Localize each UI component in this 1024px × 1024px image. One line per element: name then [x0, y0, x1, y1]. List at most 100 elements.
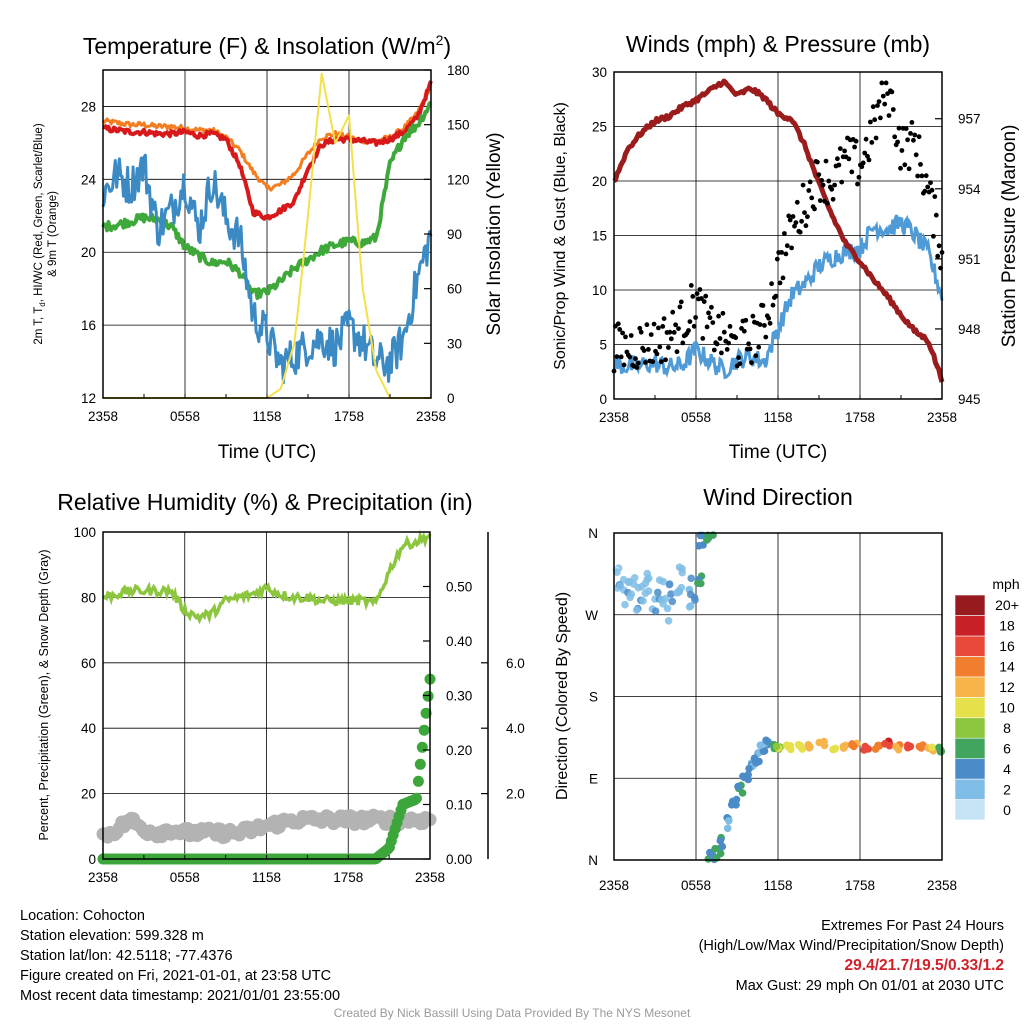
gust-point [756, 344, 762, 350]
extremes-values: 29.4/21.7/19.5/0.33/1.2 [844, 957, 1004, 974]
y-tick-label: 16 [81, 318, 96, 333]
gust-point [866, 157, 872, 163]
gust-point [711, 347, 717, 353]
y-tick-label: 30 [592, 65, 607, 80]
y-tick-label: 10 [592, 283, 607, 298]
y-tick-label: 20 [81, 245, 96, 260]
y2-tick-label: 951 [958, 252, 981, 267]
gust-point [842, 148, 847, 154]
gust-point [925, 184, 931, 190]
gust-point [823, 158, 829, 164]
gust-point [865, 153, 870, 159]
gust-point [883, 80, 889, 86]
colorbar-label: 16 [999, 638, 1015, 654]
direction-point [725, 817, 733, 825]
extremes-subtitle: (High/Low/Max Wind/Precipitation/Snow De… [698, 938, 1004, 954]
credit-text: Created By Nick Bassill Using Data Provi… [333, 1006, 691, 1020]
gust-point [794, 199, 800, 205]
speed-colorbar: 0 2 4 6 8 10 12 14 16 18 20+ [954, 594, 1019, 821]
gust-point [839, 179, 845, 185]
direction-point [632, 606, 641, 614]
direction-point [716, 836, 725, 845]
gust-point [890, 107, 896, 112]
gust-point [766, 315, 772, 321]
gust-point [769, 281, 774, 287]
humidity-series [96, 529, 437, 865]
x-tick-label: 1758 [333, 870, 363, 885]
gust-point [830, 196, 836, 202]
colorbar-swatch [954, 778, 986, 800]
gust-point [688, 283, 694, 288]
direction-point [651, 607, 660, 615]
direction-point [755, 757, 763, 766]
gust-point [633, 356, 638, 362]
gust-point [700, 336, 706, 341]
gust-point [646, 347, 651, 352]
created-text: Figure created on Fri, 2021-01-01, at 23… [20, 968, 332, 984]
y-tick-label: 20 [81, 787, 96, 802]
gust-point [936, 243, 942, 249]
gust-point [932, 194, 938, 200]
direction-point [711, 844, 719, 853]
y2-tick-label: 30 [447, 336, 462, 351]
y-tick-label: 15 [592, 229, 607, 244]
gust-point [747, 346, 753, 352]
humidity-tick-labels: 2358 0558 1158 1758 2358 0 20 40 60 80 100 0.00 0.10… [73, 525, 524, 885]
y2-tick-label: 945 [958, 392, 981, 407]
x-tick-label: 0558 [681, 410, 711, 425]
direction-point [630, 574, 639, 582]
gust-point [870, 104, 876, 110]
y-tick-label: 40 [81, 721, 96, 736]
gust-point [860, 160, 866, 166]
colorbar-swatch [954, 656, 986, 678]
extremes-title: Extremes For Past 24 Hours [821, 918, 1004, 934]
gust-point [799, 218, 804, 224]
direction-point [738, 789, 747, 797]
series-line-relative-humidity [101, 529, 432, 625]
direction-point [667, 590, 675, 598]
gust-point [832, 182, 837, 188]
gust-point [757, 322, 763, 327]
x-tick-label: 2358 [927, 878, 957, 893]
colorbar-swatch [954, 799, 986, 821]
gust-point [928, 180, 933, 186]
gust-point [663, 357, 668, 363]
x-tick-label: 0558 [170, 409, 200, 424]
precipitation-point [416, 741, 428, 753]
gust-point [720, 310, 726, 316]
y2-tick-label: 948 [958, 322, 981, 337]
gust-point [919, 173, 925, 179]
gust-point [641, 348, 647, 353]
direction-point [685, 603, 694, 611]
y3-tick-label: 4.0 [506, 721, 525, 736]
x-tick-label: 1758 [845, 878, 875, 893]
winds-ylabel-right: Station Pressure (Maroon) [999, 125, 1020, 348]
direction-point [760, 747, 769, 755]
gust-point [906, 166, 912, 172]
gust-point [650, 359, 656, 365]
gust-point [710, 320, 716, 325]
y2-tick-label: 150 [447, 118, 470, 133]
direction-point [654, 588, 662, 597]
gust-point [623, 334, 628, 340]
gust-point [793, 220, 799, 226]
gust-point [668, 336, 674, 342]
y2-tick-label: 0.50 [446, 580, 472, 595]
direction-point [745, 764, 753, 773]
direction-point [830, 745, 839, 754]
y-tick-label: 12 [81, 391, 96, 406]
gust-point [753, 353, 759, 359]
direction-point [638, 582, 646, 591]
colorbar-label: 6 [1003, 740, 1011, 756]
gust-point [819, 178, 825, 183]
gust-point [656, 325, 661, 331]
precipitation-point [420, 707, 432, 719]
gust-point [670, 309, 676, 315]
wind-direction-title: Wind Direction [703, 484, 853, 510]
gust-point [651, 321, 657, 327]
colorbar-swatch [954, 717, 986, 739]
gust-point [667, 329, 673, 335]
winds-xlabel: Time (UTC) [729, 442, 828, 463]
gust-point [644, 322, 650, 328]
gust-point [800, 182, 806, 188]
